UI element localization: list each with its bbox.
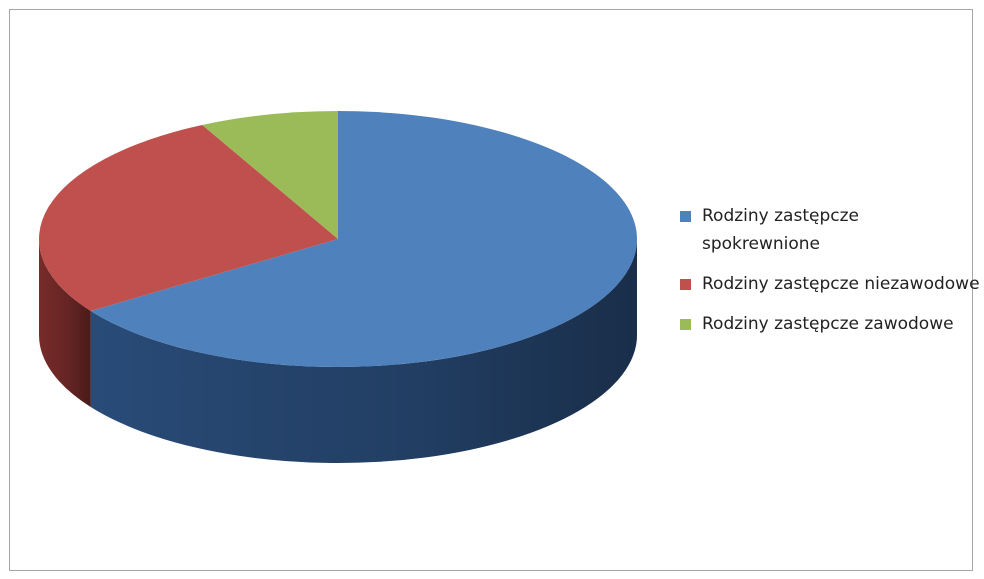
legend-swatch-zawodowe [680, 319, 691, 330]
pie-tops [38, 111, 637, 367]
pie-slice-niezawodowe [38, 124, 339, 311]
legend-label-spokrewnione: Rodziny zastępcze spokrewnione [702, 206, 859, 254]
legend-swatch-spokrewnione [680, 211, 691, 222]
pie-side-shade-niezawodowe [39, 239, 91, 407]
pie-slice-zawodowe [202, 111, 338, 239]
pie-side-shade-spokrewnione [90, 239, 637, 464]
pie-slice-spokrewnione [90, 111, 637, 367]
legend-item-zawodowe: Rodziny zastępcze zawodowe [680, 310, 980, 338]
legend-label-zawodowe: Rodziny zastępcze zawodowe [702, 314, 954, 334]
legend: Rodziny zastępcze spokrewnione Rodziny z… [680, 202, 980, 350]
legend-item-spokrewnione: Rodziny zastępcze spokrewnione [680, 202, 980, 258]
legend-label-niezawodowe: Rodziny zastępcze niezawodowe [702, 274, 980, 294]
legend-swatch-niezawodowe [680, 279, 691, 290]
pie-sides [39, 239, 637, 464]
legend-item-niezawodowe: Rodziny zastępcze niezawodowe [680, 270, 980, 298]
